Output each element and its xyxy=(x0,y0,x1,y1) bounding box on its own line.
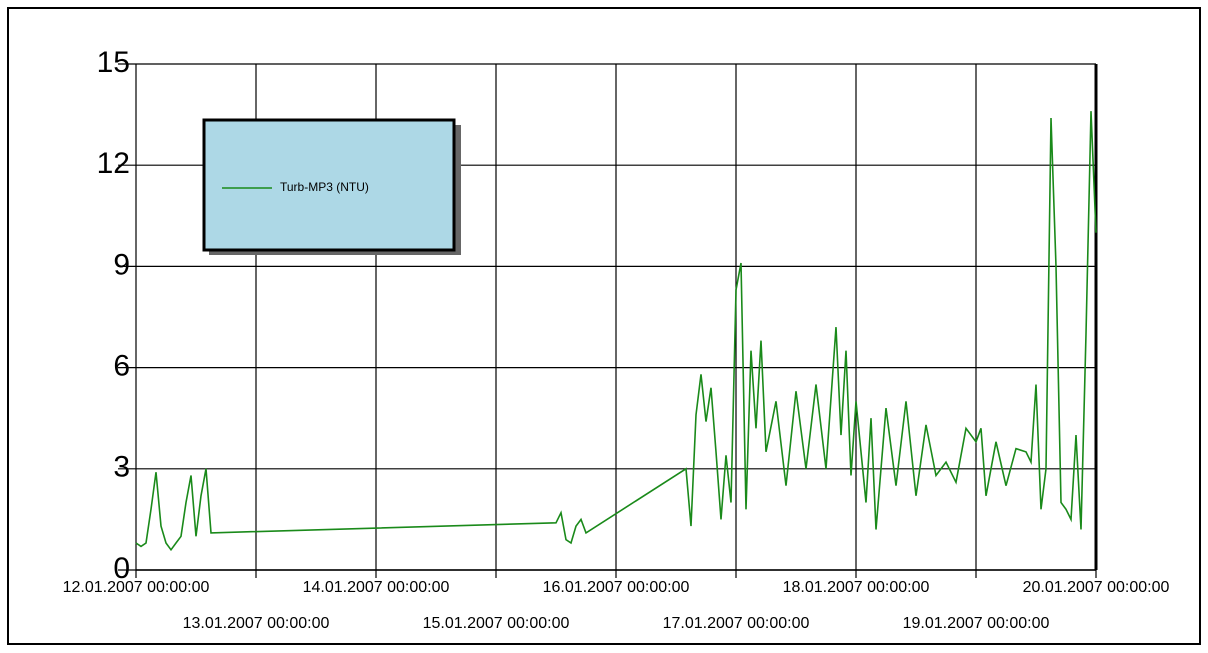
series-line xyxy=(135,111,1097,552)
y-tick-label: 0 xyxy=(113,552,130,585)
x-tick-label: 16.01.2007 00:00:00 xyxy=(543,579,690,596)
y-tick-label: 15 xyxy=(97,46,130,79)
x-tick-label: 19.01.2007 00:00:00 xyxy=(903,615,1050,632)
x-tick-label: 20.01.2007 00:00:00 xyxy=(1023,579,1170,596)
y-tick-label: 9 xyxy=(113,248,130,281)
legend xyxy=(202,118,456,252)
x-tick-label: 13.01.2007 00:00:00 xyxy=(183,615,330,632)
y-tick-label: 12 xyxy=(97,147,130,180)
y-tick-label: 3 xyxy=(113,451,130,484)
x-tick-label: 14.01.2007 00:00:00 xyxy=(303,579,450,596)
y-tick-label: 6 xyxy=(113,350,130,383)
legend-label: Turb-MP3 (NTU) xyxy=(280,180,369,194)
x-tick-label: 18.01.2007 00:00:00 xyxy=(783,579,930,596)
x-tick-label: 15.01.2007 00:00:00 xyxy=(423,615,570,632)
x-tick-label: 12.01.2007 00:00:00 xyxy=(63,579,210,596)
frame xyxy=(7,7,1201,645)
x-tick-label: 17.01.2007 00:00:00 xyxy=(663,615,810,632)
